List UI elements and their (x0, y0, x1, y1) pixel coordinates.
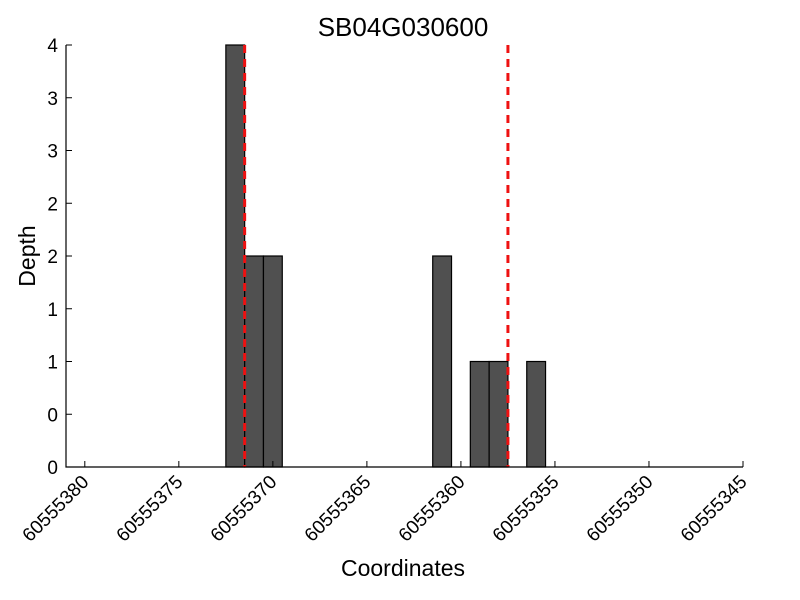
y-tick-label: 3 (47, 89, 58, 110)
y-tick-label: 1 (47, 300, 58, 321)
bar-60555370 (262, 255, 283, 468)
reference-lines-group (243, 45, 510, 467)
axes-group: 0 0 1 1 2 2 3 3 4 60555380 60555375 60555370 6055536… (19, 36, 752, 546)
bar-60555358 (488, 360, 509, 468)
x-tick-label: 60555370 (207, 472, 282, 547)
bars-group (225, 44, 547, 468)
chart-title: SB04G030600 (318, 12, 489, 42)
x-tick-label: 60555345 (677, 472, 752, 547)
y-tick-label: 1 (47, 353, 58, 374)
y-tick-label: 2 (47, 194, 58, 215)
axis-spines (65, 45, 743, 468)
bar-60555356 (526, 360, 547, 468)
x-tick-label: 60555380 (19, 472, 94, 547)
y-tick-label: 4 (47, 36, 58, 57)
x-tick-label: 60555365 (301, 472, 376, 547)
x-tick-label: 60555355 (489, 472, 564, 547)
bar-60555372 (225, 44, 246, 468)
y-tick-label: 3 (47, 142, 58, 163)
y-tick-label: 0 (47, 458, 58, 479)
y-tick-label: 2 (47, 247, 58, 268)
x-tick-label: 60555375 (113, 472, 188, 547)
y-tick-label: 0 (47, 405, 58, 426)
bar-60555361 (432, 255, 453, 468)
y-axis-label: Depth (14, 225, 40, 286)
bar-60555359 (469, 360, 490, 468)
x-tick-label: 60555350 (583, 472, 658, 547)
x-tick-label: 60555360 (395, 472, 470, 547)
x-axis-label: Coordinates (341, 555, 465, 581)
bar-60555371 (244, 255, 265, 468)
